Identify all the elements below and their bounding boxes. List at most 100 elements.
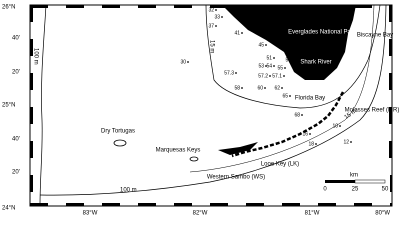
place-label: Everglades National Park (288, 30, 357, 36)
checker (389, 39, 392, 56)
tortugas-island (113, 139, 127, 147)
lower-keys (218, 142, 258, 155)
station-label: 60 (257, 85, 263, 91)
station-dot (241, 32, 243, 34)
checker (30, 203, 48, 206)
checker (30, 5, 33, 22)
checker (102, 5, 120, 8)
station-dot (187, 61, 189, 63)
checker (30, 73, 33, 90)
map: 26°N 40' 20' 25°N 40' 20' 24°N 83°W 82°W… (2, 4, 400, 217)
station-dot (301, 114, 303, 116)
checker (354, 5, 372, 8)
station-label: 37 (208, 23, 214, 29)
checker (30, 5, 48, 8)
lat-label: 40' (12, 36, 20, 42)
station-label: 57 (285, 57, 291, 63)
station-dot (283, 75, 285, 77)
station-label: 12 (343, 139, 349, 145)
scale-bar (354, 179, 386, 184)
station-dot (215, 25, 217, 27)
checker (354, 203, 372, 206)
station-dot (235, 72, 237, 74)
checker (389, 107, 392, 124)
place-label: Molasses Reef (MR) (345, 108, 400, 114)
station-dot (273, 65, 275, 67)
checker (390, 203, 392, 206)
station-label: 53 (258, 63, 264, 69)
lat-label: 20' (12, 170, 20, 176)
isobath-100m (39, 4, 47, 207)
lon-label: 82°W (193, 211, 208, 217)
lat-label: 24°N (2, 206, 15, 212)
station-dot (315, 143, 317, 145)
place-label: Dry Tortugas (101, 129, 135, 135)
station-label: 16 (302, 131, 308, 137)
checker (174, 203, 192, 206)
checker (138, 203, 156, 206)
checker (389, 175, 392, 192)
place-label: Biscayne Bay (357, 33, 393, 39)
lat-label: 20' (12, 70, 20, 76)
checker (210, 203, 228, 206)
lat-label: 25°N (2, 103, 15, 109)
station-label: 49 (278, 43, 284, 49)
station-label: 65 (282, 93, 288, 99)
checker (30, 39, 33, 56)
page: {"lat_labels": ["26°N", "40'", "20'", "2… (2, 4, 400, 217)
station-label: 18 (308, 141, 314, 147)
depth-label: 15 m (208, 40, 214, 53)
place-label: Western Sambo (WS) (207, 175, 265, 181)
depth-label: 100 m (120, 188, 137, 194)
checker (246, 203, 264, 206)
checker (66, 203, 84, 206)
station-dot (339, 125, 341, 127)
station-dot (241, 87, 243, 89)
isobath-15m (205, 4, 381, 109)
checker (318, 203, 336, 206)
checker (389, 141, 392, 158)
frame-checker (30, 5, 392, 206)
station-label: 57.3 (224, 70, 234, 76)
checker (389, 73, 392, 90)
station-dot (264, 87, 266, 89)
station-dot (269, 75, 271, 77)
scale-tick: 0 (323, 187, 327, 193)
station-dot (309, 133, 311, 135)
station-label: 58 (234, 85, 240, 91)
place-label: Florida Bay (295, 96, 325, 102)
station-dot (265, 65, 267, 67)
lon-label: 81°W (305, 211, 320, 217)
station-dot (284, 67, 286, 69)
station-label: 41 (234, 30, 240, 36)
checker (30, 107, 33, 124)
station-label: 33 (214, 14, 220, 20)
marquesas-island (189, 156, 199, 162)
checker (66, 5, 84, 8)
station-label: 54 (266, 63, 272, 69)
station-label: 10 (332, 123, 338, 129)
lon-label: 80°W (375, 211, 390, 217)
station-dot (292, 59, 294, 61)
station-dot (281, 87, 283, 89)
station-label: 51 (266, 55, 272, 61)
station-label: 55 (277, 65, 283, 71)
scale-tick: 50 (382, 187, 389, 193)
scale-bar (325, 180, 355, 183)
scale-tick: 25 (352, 187, 359, 193)
mainland (222, 5, 356, 80)
station-label: 32 (208, 7, 214, 13)
depth-label: 100 m (32, 48, 38, 65)
station-label: 68 (294, 112, 300, 118)
station-dot (350, 141, 352, 143)
station-dot (221, 16, 223, 18)
scale-unit: km (350, 173, 358, 179)
checker (282, 203, 300, 206)
checker (210, 5, 228, 8)
checker (138, 5, 156, 8)
lat-label: 40' (12, 137, 20, 143)
checker (174, 5, 192, 8)
station-dot (289, 95, 291, 97)
station-label: 57.2 (258, 73, 268, 79)
